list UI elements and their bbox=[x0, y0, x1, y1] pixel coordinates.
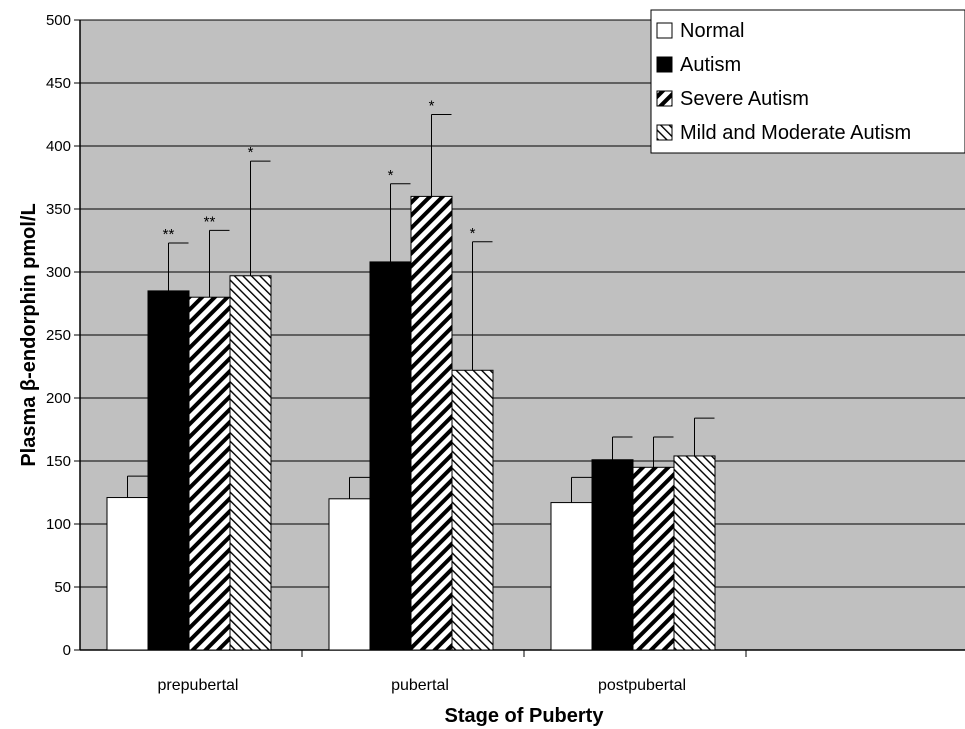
significance-mark: * bbox=[248, 144, 254, 161]
bar-black bbox=[591, 459, 634, 651]
bars bbox=[106, 195, 716, 651]
legend-box bbox=[650, 9, 965, 154]
y-axis-title: Plasma β-endorphin pmol/L bbox=[18, 203, 40, 466]
y-tick-label: 100 bbox=[46, 516, 71, 533]
bar-diagonal-down bbox=[410, 195, 453, 651]
significance-mark: * bbox=[429, 98, 435, 115]
significance-mark: * bbox=[388, 167, 394, 184]
y-tick-label: 150 bbox=[46, 453, 71, 470]
legend-swatch-diagonal-down bbox=[656, 90, 673, 107]
y-tick-labels: 0 50 100 150 200 250 300 350 400 450 500 bbox=[46, 12, 80, 659]
legend-label: Normal bbox=[680, 20, 744, 42]
x-tick-label: pubertal bbox=[391, 677, 449, 694]
y-tick-label: 500 bbox=[46, 12, 71, 29]
x-tick-label: prepubertal bbox=[158, 677, 239, 694]
y-tick-label: 300 bbox=[46, 264, 71, 281]
significance-mark: ** bbox=[163, 226, 175, 243]
legend-label: Severe Autism bbox=[680, 88, 809, 110]
legend-label: Mild and Moderate Autism bbox=[680, 122, 911, 144]
significance-marks: ******** bbox=[163, 98, 476, 244]
y-tick-label: 50 bbox=[54, 579, 71, 596]
y-tick-label: 350 bbox=[46, 201, 71, 218]
y-tick-label: 200 bbox=[46, 390, 71, 407]
legend-swatch-black bbox=[656, 56, 673, 73]
y-tick-label: 250 bbox=[46, 327, 71, 344]
legend-label: Autism bbox=[680, 54, 741, 76]
error-bars bbox=[127, 114, 715, 503]
y-tick-label: 400 bbox=[46, 138, 71, 155]
bar-white bbox=[328, 498, 371, 651]
x-tick-label: postpubertal bbox=[598, 677, 686, 694]
bar-diagonal-down bbox=[632, 466, 675, 651]
bar-diagonal-up bbox=[451, 369, 494, 651]
legend-swatch-diagonal-up bbox=[656, 124, 673, 141]
bar-black bbox=[369, 261, 412, 651]
bar-diagonal-up bbox=[229, 275, 272, 651]
significance-mark: ** bbox=[204, 213, 216, 230]
x-tick-labels: prepubertal pubertal postpubertal bbox=[158, 677, 687, 694]
legend: Normal Autism Severe Autism Mild and Modera… bbox=[650, 9, 965, 154]
y-tick-label: 450 bbox=[46, 75, 71, 92]
bar-black bbox=[147, 290, 190, 651]
significance-mark: * bbox=[470, 225, 476, 242]
bar-white bbox=[550, 502, 593, 651]
y-tick-label: 0 bbox=[63, 642, 71, 659]
x-axis-title: Stage of Puberty bbox=[445, 705, 605, 727]
bar-white bbox=[106, 497, 149, 651]
bar-diagonal-up bbox=[673, 455, 716, 651]
legend-swatch-white bbox=[656, 22, 673, 39]
bar-diagonal-down bbox=[188, 296, 231, 651]
